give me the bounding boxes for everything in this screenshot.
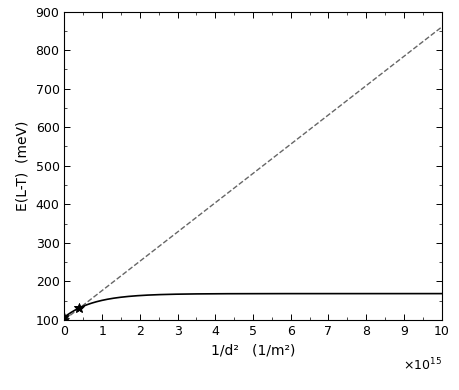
Text: $\times10^{15}$: $\times10^{15}$ [402, 357, 441, 373]
Y-axis label: E(L-T)  (meV): E(L-T) (meV) [16, 121, 30, 211]
X-axis label: 1/d²   (1/m²): 1/d² (1/m²) [210, 343, 295, 357]
